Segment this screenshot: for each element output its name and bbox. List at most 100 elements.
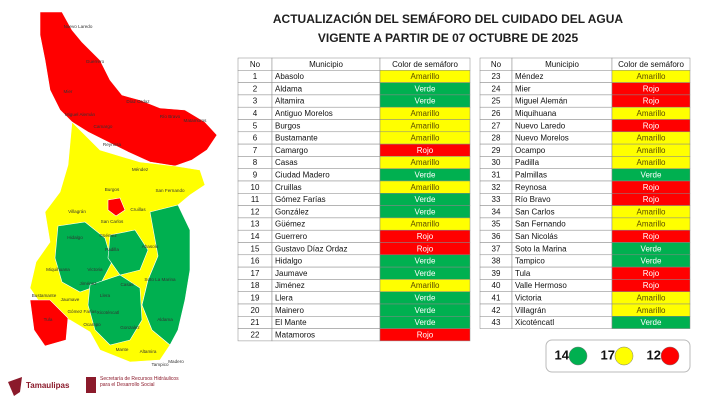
legend-dot: [568, 346, 588, 366]
cell-text: Rojo: [417, 330, 434, 339]
map-label: Padilla: [105, 247, 119, 252]
cell-text: Color de semáforo: [392, 60, 458, 69]
map: [29, 11, 218, 363]
cell-text: Verde: [415, 269, 436, 278]
cell-text: Municipio: [309, 60, 343, 69]
cell-text: Amarillo: [411, 220, 440, 229]
cell-text: Amarillo: [411, 158, 440, 167]
cell-text: Gustavo Díaz Ordaz: [275, 244, 347, 253]
cell-text: Ciudad Madero: [275, 170, 330, 179]
cell-text: 4: [253, 109, 258, 118]
title: ACTUALIZACIÓN DEL SEMÁFORO DEL CUIDADO D…: [273, 11, 624, 26]
cell-text: 18: [251, 281, 260, 290]
cell-text: 6: [253, 134, 258, 143]
map-label: Aldama: [157, 317, 173, 322]
legend-dot: [660, 346, 680, 366]
cell-text: Tula: [515, 269, 531, 278]
cell-text: Rojo: [643, 281, 660, 290]
cell-text: San Fernando: [515, 220, 566, 229]
legend-count: 17: [601, 347, 615, 362]
cell-text: Rojo: [643, 121, 660, 130]
cell-text: 31: [492, 170, 501, 179]
cell-text: Hidalgo: [275, 257, 303, 266]
cell-text: 43: [492, 318, 501, 327]
cell-text: 33: [492, 195, 501, 204]
cell-text: Amarillo: [637, 220, 666, 229]
cell-text: Reynosa: [515, 183, 547, 192]
cell-text: González: [275, 207, 309, 216]
cell-text: Altamira: [275, 97, 305, 106]
map-label: Jiménez: [79, 281, 97, 286]
cell-text: No: [491, 60, 502, 69]
cell-text: Verde: [641, 244, 662, 253]
cell-text: Amarillo: [637, 134, 666, 143]
cell-text: Color de semáforo: [618, 60, 684, 69]
logo-text: Tamaulipas: [26, 381, 70, 390]
cell-text: Abasolo: [275, 72, 304, 81]
map-region: [39, 11, 218, 167]
cell-text: Verde: [641, 170, 662, 179]
cell-text: 40: [492, 281, 501, 290]
cell-text: Llera: [275, 293, 293, 302]
cell-text: 34: [492, 207, 501, 216]
map-label: Nuevo Laredo: [64, 24, 93, 29]
cell-text: 22: [251, 330, 260, 339]
map-label: Hidalgo: [67, 235, 83, 240]
cell-text: 41: [492, 293, 501, 302]
cell-text: Gómez Farías: [275, 195, 326, 204]
legend-count: 14: [555, 347, 570, 362]
map-label: Madero: [168, 359, 184, 364]
map-label: Miquihuana: [46, 267, 70, 272]
cell-text: Amarillo: [411, 281, 440, 290]
cell-text: 1: [253, 72, 258, 81]
legend-dot: [614, 346, 634, 366]
cell-text: Amarillo: [637, 72, 666, 81]
cell-text: Mier: [515, 84, 531, 93]
map-label: San Carlos: [101, 219, 124, 224]
map-label: Bustamante: [32, 293, 57, 298]
cell-text: Camargo: [275, 146, 308, 155]
map-label: Mier: [64, 89, 73, 94]
cell-text: Amarillo: [637, 158, 666, 167]
cell-text: Jiménez: [275, 281, 305, 290]
cell-text: 17: [251, 269, 260, 278]
cell-text: Guerrero: [275, 232, 308, 241]
cell-text: Victoria: [515, 293, 542, 302]
cell-text: 29: [492, 146, 501, 155]
cell-text: 7: [253, 146, 258, 155]
cell-text: 8: [253, 158, 258, 167]
cell-text: 25: [492, 97, 501, 106]
subtitle: VIGENTE A PARTIR DE 07 OCTUBRE DE 2025: [318, 31, 579, 45]
cell-text: 37: [492, 244, 501, 253]
table-cell: [379, 328, 471, 342]
cell-text: Amarillo: [411, 109, 440, 118]
cell-text: Verde: [641, 257, 662, 266]
cell-text: Amarillo: [637, 207, 666, 216]
cell-text: Mainero: [275, 306, 304, 315]
cell-text: 2: [253, 84, 258, 93]
map-label: Güémez: [99, 233, 117, 238]
map-label: Matamoros: [184, 118, 208, 123]
cell-text: 20: [251, 306, 260, 315]
cell-text: 10: [251, 183, 260, 192]
cell-text: Antiguo Morelos: [275, 109, 333, 118]
cell-text: 39: [492, 269, 501, 278]
map-label: Méndez: [132, 167, 149, 172]
cell-text: Rojo: [643, 84, 660, 93]
map-label: Camargo: [94, 124, 113, 129]
cell-text: 21: [251, 318, 260, 327]
map-label: Villagrán: [68, 209, 86, 214]
cell-text: 14: [251, 232, 260, 241]
map-label: Guerrero: [86, 59, 105, 64]
map-region: [29, 299, 69, 347]
cell-text: Rojo: [643, 97, 660, 106]
cell-text: 42: [492, 306, 501, 315]
cell-text: 11: [251, 195, 260, 204]
cell-text: 26: [492, 109, 501, 118]
cell-text: Nuevo Morelos: [515, 134, 569, 143]
cell-text: Amarillo: [637, 109, 666, 118]
cell-text: Cruillas: [275, 183, 302, 192]
cell-text: 28: [492, 134, 501, 143]
map-label: Jaumave: [61, 297, 80, 302]
